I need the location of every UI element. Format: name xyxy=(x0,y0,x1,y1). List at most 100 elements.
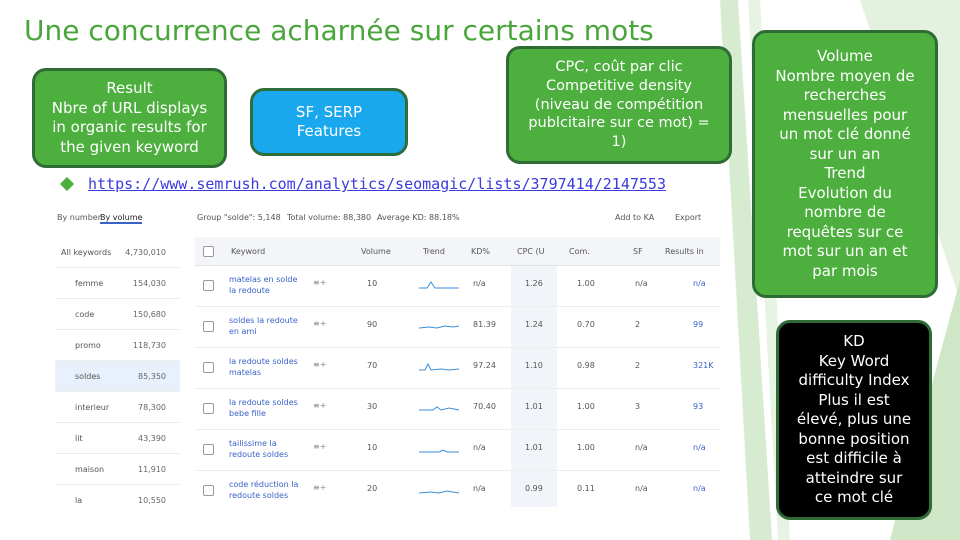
col-keyword[interactable]: Keyword xyxy=(231,247,266,256)
cpc-value: 1.01 xyxy=(525,402,543,411)
kd-callout: KD Key Word difficulty Index Plus il est… xyxy=(776,320,932,520)
keyword-link[interactable]: matelas en solde la redoute xyxy=(229,275,298,295)
group-row[interactable]: femme 154,030 xyxy=(55,268,180,299)
group-count-value: 11,910 xyxy=(138,465,166,474)
col-volume[interactable]: Volume xyxy=(361,247,391,256)
com-value: 1.00 xyxy=(577,443,595,452)
group-name: femme xyxy=(75,279,104,288)
volume-value: 10 xyxy=(367,443,378,452)
slide-title: Une concurrence acharnée sur certains mo… xyxy=(24,14,654,47)
col-com[interactable]: Com. xyxy=(569,247,590,256)
col-results[interactable]: Results in xyxy=(665,247,704,256)
keyword-link[interactable]: soldes la redoute en ami xyxy=(229,316,298,336)
cpc-value: 0.99 xyxy=(525,484,543,493)
sf-value: 2 xyxy=(635,320,641,329)
row-checkbox[interactable] xyxy=(203,280,214,291)
trend-sparkline xyxy=(419,321,459,331)
select-all-checkbox[interactable] xyxy=(203,246,214,257)
results-value: 99 xyxy=(693,320,704,329)
row-checkbox[interactable] xyxy=(203,321,214,332)
kd-value: n/a xyxy=(473,443,486,452)
cpc-value: 1.26 xyxy=(525,279,543,288)
sf-callout: SF, SERP Features xyxy=(250,88,408,156)
sf-value: n/a xyxy=(635,443,648,452)
group-row[interactable]: promo 118,730 xyxy=(55,330,180,361)
group-count-value: 154,030 xyxy=(132,279,166,288)
results-value: n/a xyxy=(693,443,706,452)
col-kd[interactable]: KD% xyxy=(471,247,491,256)
semrush-link[interactable]: https://www.semrush.com/analytics/seomag… xyxy=(88,175,666,193)
group-name: lit xyxy=(75,434,83,443)
sf-value: 3 xyxy=(635,402,641,411)
table-row[interactable]: tailissime la redoute soldes ≡+ 10 n/a 1.01 1… xyxy=(195,430,720,471)
group-count-value: 150,680 xyxy=(132,310,166,319)
add-keyword-icon[interactable]: ≡+ xyxy=(313,319,327,328)
keyword-link[interactable]: la redoute soldes matelas xyxy=(229,357,298,377)
group-count-value: 43,390 xyxy=(138,434,166,443)
cpc-value: 1.10 xyxy=(525,361,543,370)
kd-value: n/a xyxy=(473,484,486,493)
bullet-icon xyxy=(59,176,75,192)
cpc-value: 1.01 xyxy=(525,443,543,452)
col-sf[interactable]: SF xyxy=(633,247,643,256)
group-name: la xyxy=(75,496,83,505)
group-count-value: 4,730,010 xyxy=(125,248,166,257)
com-value: 0.70 xyxy=(577,320,595,329)
add-keyword-icon[interactable]: ≡+ xyxy=(313,442,327,451)
trend-sparkline xyxy=(419,362,459,372)
keyword-link[interactable]: tailissime la redoute soldes xyxy=(229,439,289,459)
row-checkbox[interactable] xyxy=(203,362,214,373)
group-row[interactable]: interieur 78,300 xyxy=(55,392,180,423)
trend-sparkline xyxy=(419,485,459,495)
group-count-value: 10,550 xyxy=(138,496,166,505)
group-row-selected[interactable]: soldes 85,350 xyxy=(55,361,180,392)
table-row[interactable]: soldes la redoute en ami ≡+ 90 81.39 1.24 0.7… xyxy=(195,307,720,348)
table-row[interactable]: matelas en solde la redoute ≡+ 10 n/a 1.26 1.… xyxy=(195,266,720,307)
by-number-tab[interactable]: By number xyxy=(57,213,101,222)
keyword-link[interactable]: code réduction la redoute soldes xyxy=(229,480,299,500)
com-value: 1.00 xyxy=(577,279,595,288)
keyword-link[interactable]: la redoute soldes bebe fille xyxy=(229,398,298,418)
trend-sparkline xyxy=(419,403,459,413)
table-row[interactable]: code réduction la redoute soldes ≡+ 20 n/a 0… xyxy=(195,471,720,507)
sf-value: n/a xyxy=(635,484,648,493)
results-value: n/a xyxy=(693,484,706,493)
group-name: maison xyxy=(75,465,105,474)
row-checkbox[interactable] xyxy=(203,403,214,414)
table-row[interactable]: la redoute soldes matelas ≡+ 70 97.24 1.10 0.… xyxy=(195,348,720,389)
group-count-value: 118,730 xyxy=(132,341,166,350)
kd-value: 70.40 xyxy=(473,402,496,411)
group-count: Group "solde": 5,148 xyxy=(197,213,281,222)
row-checkbox[interactable] xyxy=(203,444,214,455)
result-callout: Result Nbre of URL displays in organic r… xyxy=(32,68,227,168)
add-keyword-icon[interactable]: ≡+ xyxy=(313,483,327,492)
group-row[interactable]: code 150,680 xyxy=(55,299,180,330)
group-row[interactable]: lit 43,390 xyxy=(55,423,180,454)
group-row[interactable]: la 10,550 xyxy=(55,485,180,507)
volume-callout: Volume Nombre moyen de recherches mensue… xyxy=(752,30,938,298)
row-checkbox[interactable] xyxy=(203,485,214,496)
semrush-screenshot: By number By volume Group "solde": 5,148… xyxy=(55,207,720,507)
group-row[interactable]: maison 11,910 xyxy=(55,454,180,485)
add-keyword-icon[interactable]: ≡+ xyxy=(313,401,327,410)
export-button[interactable]: Export xyxy=(675,213,702,222)
trend-sparkline xyxy=(419,280,459,290)
add-keyword-icon[interactable]: ≡+ xyxy=(313,360,327,369)
add-to-ka-button[interactable]: Add to KA xyxy=(615,213,655,222)
group-count-value: 85,350 xyxy=(138,372,166,381)
table-row[interactable]: la redoute soldes bebe fille ≡+ 30 70.40 1.0… xyxy=(195,389,720,430)
kd-value: n/a xyxy=(473,279,486,288)
group-name: All keywords xyxy=(61,248,112,257)
group-row[interactable]: All keywords 4,730,010 xyxy=(55,237,180,268)
screenshot-toolbar: By number By volume Group "solde": 5,148… xyxy=(55,207,720,229)
add-keyword-icon[interactable]: ≡+ xyxy=(313,278,327,287)
sf-value: n/a xyxy=(635,279,648,288)
volume-value: 10 xyxy=(367,279,378,288)
col-trend: Trend xyxy=(423,247,445,256)
cpc-value: 1.24 xyxy=(525,320,543,329)
group-name: code xyxy=(75,310,95,319)
trend-sparkline xyxy=(419,444,459,454)
by-volume-tab[interactable]: By volume xyxy=(100,213,143,224)
col-cpc[interactable]: CPC (U xyxy=(517,247,545,256)
total-volume: Total volume: 88,380 xyxy=(287,213,372,222)
